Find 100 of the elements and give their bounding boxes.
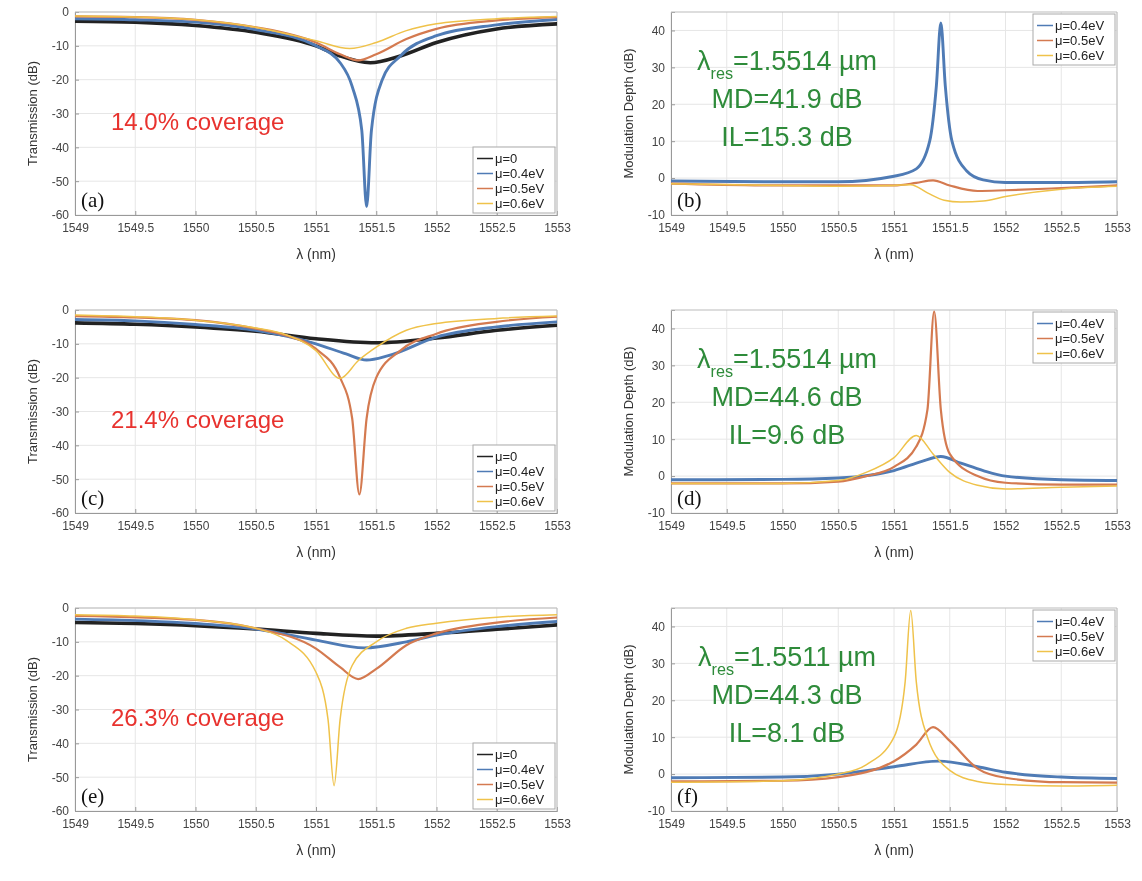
x-tick-label: 1553: [544, 816, 572, 831]
x-tick-label: 1552.5: [478, 220, 516, 235]
legend-label: μ=0.4eV: [495, 762, 545, 777]
x-tick-label: 1552.5: [1043, 518, 1081, 533]
x-tick-label: 1549.5: [117, 220, 155, 235]
annotation: MD=44.6 dB: [711, 382, 863, 412]
x-tick-label: 1549.5: [708, 220, 746, 235]
x-tick-label: 1553: [1104, 220, 1132, 235]
x-tick-label: 1551.5: [931, 518, 969, 533]
x-tick-label: 1550: [769, 816, 797, 831]
annotation: (d): [677, 486, 702, 510]
y-tick-label: -40: [51, 438, 70, 453]
y-axis-title: Transmission (dB): [25, 61, 40, 166]
x-tick-label: 1549: [658, 220, 686, 235]
x-axis-title: λ (nm): [874, 246, 914, 262]
x-tick-label: 1551: [303, 816, 331, 831]
legend-label: μ=0.5eV: [1055, 331, 1105, 346]
line-series: [75, 614, 557, 681]
x-tick-label: 1551: [881, 816, 909, 831]
x-tick-label: 1552: [992, 220, 1020, 235]
y-axis-title: Modulation Depth (dB): [621, 346, 636, 477]
x-tick-label: 1551: [303, 518, 331, 533]
y-axis-title: Modulation Depth (dB): [621, 48, 636, 179]
x-tick-label: 1551.5: [358, 220, 396, 235]
line-series: [671, 21, 1117, 184]
y-tick-label: 0: [658, 469, 666, 484]
legend-label: μ=0.6eV: [1055, 346, 1105, 361]
x-tick-label: 1549: [62, 220, 90, 235]
y-tick-label: -20: [51, 669, 70, 684]
legend-label: μ=0.5eV: [1055, 33, 1105, 48]
y-tick-label: 0: [658, 767, 666, 782]
legend-label: μ=0.6eV: [495, 494, 545, 509]
y-tick-label: -30: [51, 404, 70, 419]
annotation: λ$_{res}$=1.5511 µm: [698, 642, 876, 678]
x-tick-label: 1552.5: [1043, 816, 1081, 831]
annotation: (b): [677, 188, 702, 212]
y-tick-label: 20: [651, 693, 666, 708]
annotation: MD=41.9 dB: [711, 84, 863, 114]
legend-label: μ=0.6eV: [1055, 48, 1105, 63]
x-tick-label: 1549.5: [708, 518, 746, 533]
x-tick-label: 1551.5: [358, 518, 396, 533]
line-series: [75, 15, 557, 50]
y-tick-label: 30: [651, 60, 666, 75]
legend-label: μ=0.4eV: [1055, 614, 1105, 629]
y-axis-title: Transmission (dB): [25, 657, 40, 762]
x-tick-label: 1549: [62, 816, 90, 831]
line-series: [671, 179, 1117, 193]
y-tick-label: -10: [51, 39, 70, 54]
legend-label: μ=0.5eV: [495, 479, 545, 494]
y-tick-label: -60: [51, 804, 70, 819]
x-tick-label: 1551: [881, 518, 909, 533]
x-tick-label: 1551.5: [358, 816, 396, 831]
x-tick-label: 1550: [182, 220, 210, 235]
x-tick-label: 1550.5: [237, 220, 275, 235]
legend-label: μ=0.5eV: [1055, 629, 1105, 644]
x-tick-label: 1552: [423, 220, 451, 235]
x-tick-label: 1551: [881, 220, 909, 235]
x-axis-title: λ (nm): [296, 544, 336, 560]
x-tick-label: 1550: [769, 220, 797, 235]
legend-label: μ=0: [495, 151, 518, 166]
x-tick-label: 1549.5: [708, 816, 746, 831]
x-axis-title: λ (nm): [296, 842, 336, 858]
annotation: IL=8.1 dB: [728, 718, 846, 748]
y-tick-label: 20: [651, 97, 666, 112]
annotation: λ$_{res}$=1.5514 µm: [697, 344, 877, 380]
y-tick-label: 20: [651, 395, 666, 410]
y-tick-label: -10: [51, 635, 70, 650]
legend-label: μ=0.5eV: [495, 181, 545, 196]
line-series: [671, 455, 1117, 482]
y-tick-label: 40: [651, 321, 666, 336]
y-tick-label: 0: [658, 171, 666, 186]
legend-label: μ=0.6eV: [1055, 644, 1105, 659]
x-tick-label: 1552.5: [1043, 220, 1081, 235]
y-tick-label: -20: [51, 73, 70, 88]
y-tick-label: 10: [651, 730, 666, 745]
y-tick-label: -60: [51, 208, 70, 223]
annotation: 14.0% coverage: [111, 108, 285, 135]
line-series: [671, 759, 1117, 780]
y-tick-label: 40: [651, 619, 666, 634]
x-tick-label: 1551.5: [931, 816, 969, 831]
x-tick-label: 1552.5: [478, 518, 516, 533]
annotation: (a): [81, 188, 105, 212]
x-tick-label: 1549: [658, 816, 686, 831]
x-tick-label: 1553: [544, 518, 572, 533]
x-tick-label: 1552.5: [478, 816, 516, 831]
legend-label: μ=0: [495, 449, 518, 464]
x-axis-title: λ (nm): [874, 842, 914, 858]
x-tick-label: 1552: [423, 816, 451, 831]
y-tick-label: 30: [651, 656, 666, 671]
legend-label: μ=0.4eV: [495, 166, 545, 181]
line-series: [671, 609, 1117, 787]
x-tick-label: 1550.5: [820, 220, 858, 235]
annotation: 21.4% coverage: [111, 406, 285, 433]
y-tick-label: -40: [51, 140, 70, 155]
x-axis-title: λ (nm): [296, 246, 336, 262]
line-series: [75, 318, 557, 362]
x-tick-label: 1550.5: [237, 816, 275, 831]
x-tick-label: 1549: [658, 518, 686, 533]
annotation: (e): [81, 784, 105, 808]
x-tick-label: 1552: [992, 816, 1020, 831]
